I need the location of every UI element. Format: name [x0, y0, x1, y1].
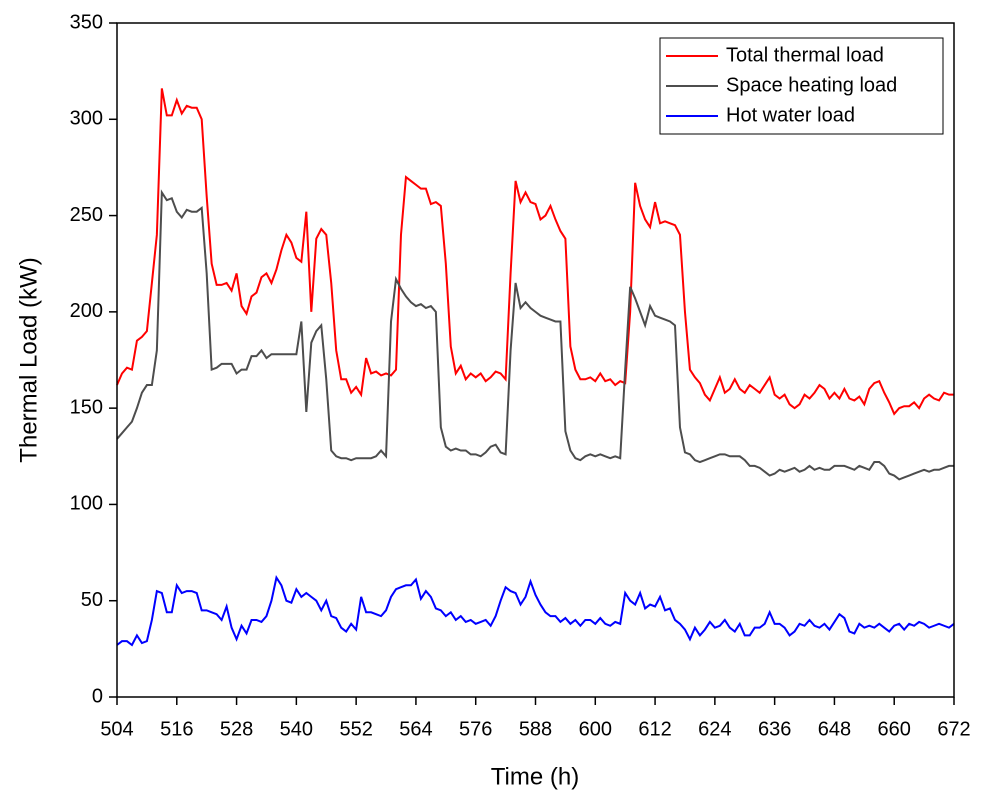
y-tick-label: 200: [70, 300, 103, 322]
y-tick-label: 250: [70, 204, 103, 226]
x-tick-label: 540: [280, 718, 313, 740]
x-tick-label: 504: [100, 718, 133, 740]
x-tick-label: 600: [579, 718, 612, 740]
legend-label: Space heating load: [726, 74, 897, 96]
legend-label: Total thermal load: [726, 44, 884, 66]
y-tick-label: 350: [70, 11, 103, 33]
x-tick-label: 552: [339, 718, 372, 740]
legend-label: Hot water load: [726, 104, 855, 126]
x-tick-label: 516: [160, 718, 193, 740]
x-tick-label: 576: [459, 718, 492, 740]
y-axis-label: Thermal Load (kW): [15, 257, 42, 462]
y-tick-label: 300: [70, 108, 103, 130]
data-line: [116, 88, 954, 416]
y-tick-label: 50: [81, 589, 103, 611]
x-tick-label: 648: [818, 718, 851, 740]
y-tick-label: 100: [70, 493, 103, 515]
x-tick-label: 588: [519, 718, 552, 740]
x-tick-label: 624: [698, 718, 731, 740]
x-tick-label: 564: [399, 718, 432, 740]
x-tick-label: 528: [220, 718, 253, 740]
x-tick-label: 672: [937, 718, 970, 740]
y-tick-label: 150: [70, 396, 103, 418]
x-axis-label: Time (h): [491, 763, 579, 790]
x-tick-label: 612: [638, 718, 671, 740]
plot-frame: [116, 22, 955, 698]
data-line: [116, 189, 954, 481]
data-line: [116, 575, 955, 647]
x-tick-label: 636: [758, 718, 791, 740]
y-tick-label: 0: [92, 685, 103, 707]
x-tick-label: 660: [878, 718, 911, 740]
